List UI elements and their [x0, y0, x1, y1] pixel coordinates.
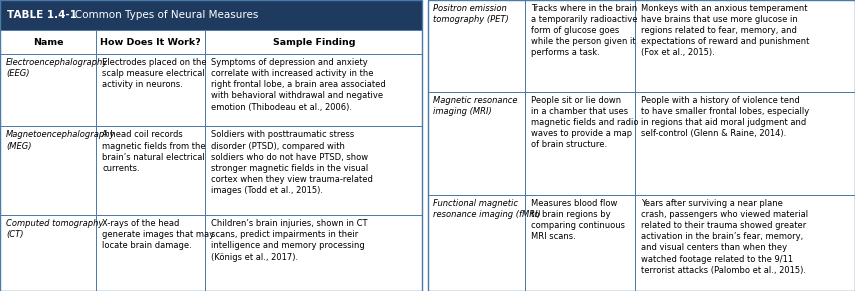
- Bar: [0, 215, 97, 291]
- Text: X-rays of the head
generate images that may
locate brain damage.: X-rays of the head generate images that …: [103, 219, 215, 251]
- Bar: [428, 0, 525, 92]
- Text: People with a history of violence tend
to have smaller frontal lobes, especially: People with a history of violence tend t…: [641, 96, 810, 138]
- Text: Measures blood flow
to brain regions by
comparing continuous
MRI scans.: Measures blood flow to brain regions by …: [531, 199, 625, 241]
- Text: Tracks where in the brain
a temporarily radioactive
form of glucose goes
while t: Tracks where in the brain a temporarily …: [531, 4, 638, 58]
- Text: Monkeys with an anxious temperament
have brains that use more glucose in
regions: Monkeys with an anxious temperament have…: [641, 4, 810, 58]
- Text: Positron emission
tomography (PET): Positron emission tomography (PET): [433, 4, 510, 24]
- Text: Electrodes placed on the
scalp measure electrical
activity in neurons.: Electrodes placed on the scalp measure e…: [103, 58, 207, 89]
- Bar: [0, 30, 97, 54]
- Bar: [428, 92, 525, 195]
- Bar: [205, 215, 422, 291]
- Bar: [97, 30, 205, 54]
- Bar: [428, 195, 525, 291]
- Text: How Does It Work?: How Does It Work?: [100, 38, 201, 47]
- Text: Magnetic resonance
imaging (MRI): Magnetic resonance imaging (MRI): [433, 96, 518, 116]
- Text: Electroencephalography
(EEG): Electroencephalography (EEG): [6, 58, 109, 78]
- Text: Common Types of Neural Measures: Common Types of Neural Measures: [65, 10, 258, 20]
- Bar: [97, 215, 205, 291]
- Bar: [205, 54, 422, 126]
- Bar: [205, 30, 422, 54]
- Bar: [0, 54, 97, 126]
- Text: People sit or lie down
in a chamber that uses
magnetic fields and radio
waves to: People sit or lie down in a chamber that…: [531, 96, 639, 149]
- Text: Children’s brain injuries, shown in CT
scans, predict impairments in their
intel: Children’s brain injuries, shown in CT s…: [211, 219, 368, 262]
- Bar: [635, 0, 855, 92]
- Text: TABLE 1.4-1: TABLE 1.4-1: [7, 10, 77, 20]
- Bar: [97, 54, 205, 126]
- Bar: [428, 0, 855, 291]
- Bar: [97, 126, 205, 215]
- Text: Symptoms of depression and anxiety
correlate with increased activity in the
righ: Symptoms of depression and anxiety corre…: [211, 58, 386, 112]
- Bar: [0, 0, 422, 291]
- Bar: [205, 126, 422, 215]
- Text: A head coil records
magnetic fields from the
brain’s natural electrical
currents: A head coil records magnetic fields from…: [103, 130, 206, 173]
- Text: Years after surviving a near plane
crash, passengers who viewed material
related: Years after surviving a near plane crash…: [641, 199, 808, 275]
- Bar: [635, 92, 855, 195]
- Bar: [525, 0, 635, 92]
- Text: Computed tomography
(CT): Computed tomography (CT): [6, 219, 103, 239]
- Bar: [525, 92, 635, 195]
- Text: Sample Finding: Sample Finding: [273, 38, 355, 47]
- Bar: [525, 195, 635, 291]
- Bar: [0, 126, 97, 215]
- Text: Functional magnetic
resonance imaging (fMRI): Functional magnetic resonance imaging (f…: [433, 199, 541, 219]
- Text: Name: Name: [32, 38, 63, 47]
- Text: Soldiers with posttraumatic stress
disorder (PTSD), compared with
soldiers who d: Soldiers with posttraumatic stress disor…: [211, 130, 373, 195]
- Text: Magnetoencephalography
(MEG): Magnetoencephalography (MEG): [6, 130, 115, 150]
- Bar: [635, 195, 855, 291]
- Bar: [0, 0, 422, 30]
